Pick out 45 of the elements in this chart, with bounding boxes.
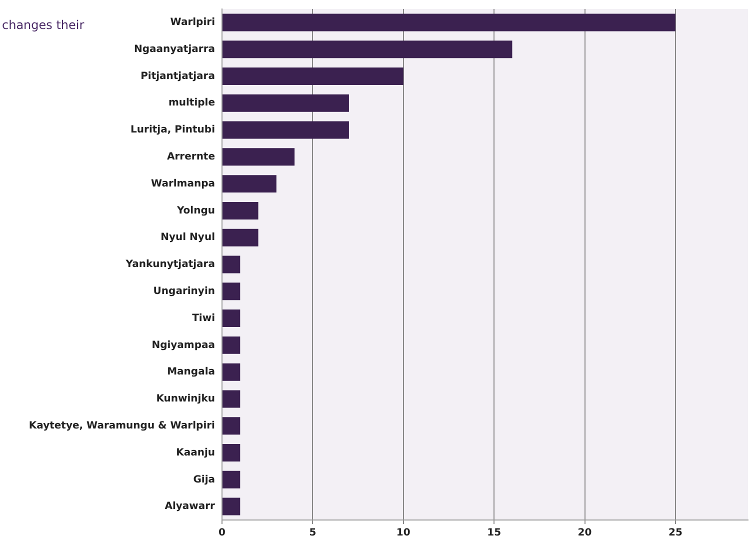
y-tick-label: Yolngu <box>176 205 215 216</box>
bar <box>222 228 258 246</box>
bar <box>222 14 676 32</box>
y-tick-label: Tiwi <box>192 312 215 324</box>
bar <box>222 121 349 139</box>
bar <box>222 148 295 166</box>
bar <box>222 417 240 435</box>
bar <box>222 67 404 85</box>
text: changes their <box>2 18 84 32</box>
y-tick-label: Kaytetye, Waramungu & Warlpiri <box>28 420 215 432</box>
x-tick-label: 0 <box>218 528 226 539</box>
y-tick-label: Gija <box>193 474 215 486</box>
y-tick-label: Nyul Nyul <box>160 232 215 244</box>
x-tick-label: 5 <box>309 528 316 539</box>
y-tick-label: Warlpiri <box>170 17 215 28</box>
y-tick-label: Arrernte <box>167 152 216 163</box>
y-tick-label: Luritja, Pintubi <box>130 124 215 136</box>
y-tick-label: Kunwinjku <box>156 394 215 405</box>
bar <box>222 310 240 328</box>
bar <box>222 94 349 112</box>
bar <box>222 256 240 274</box>
bar <box>222 390 240 408</box>
y-tick-label: Ungarinyin <box>153 286 215 297</box>
y-tick-label: Ngiyampaa <box>152 340 215 351</box>
bar <box>222 282 240 300</box>
bar <box>222 498 240 516</box>
y-tick-label: Alyawarr <box>164 501 216 512</box>
bar <box>222 202 258 220</box>
y-tick-label: Kaanju <box>176 447 215 458</box>
x-tick-label: 10 <box>396 528 410 539</box>
bar <box>222 175 276 193</box>
x-tick-label: 15 <box>487 528 502 539</box>
y-tick-label: Mangala <box>167 366 215 378</box>
bar <box>222 444 240 462</box>
bar <box>222 336 240 354</box>
x-tick-label: 20 <box>578 528 592 539</box>
y-tick-label: Warlmanpa <box>151 178 215 190</box>
y-tick-label: Yankunytjatjara <box>124 259 215 270</box>
x-tick-label: 25 <box>668 528 682 539</box>
bar <box>222 363 240 381</box>
y-tick-label: Ngaanyatjarra <box>134 44 215 55</box>
bar <box>222 470 240 488</box>
y-tick-label: Pitjantjatjara <box>140 70 215 82</box>
bar <box>222 40 512 58</box>
y-tick-label: multiple <box>168 98 216 109</box>
